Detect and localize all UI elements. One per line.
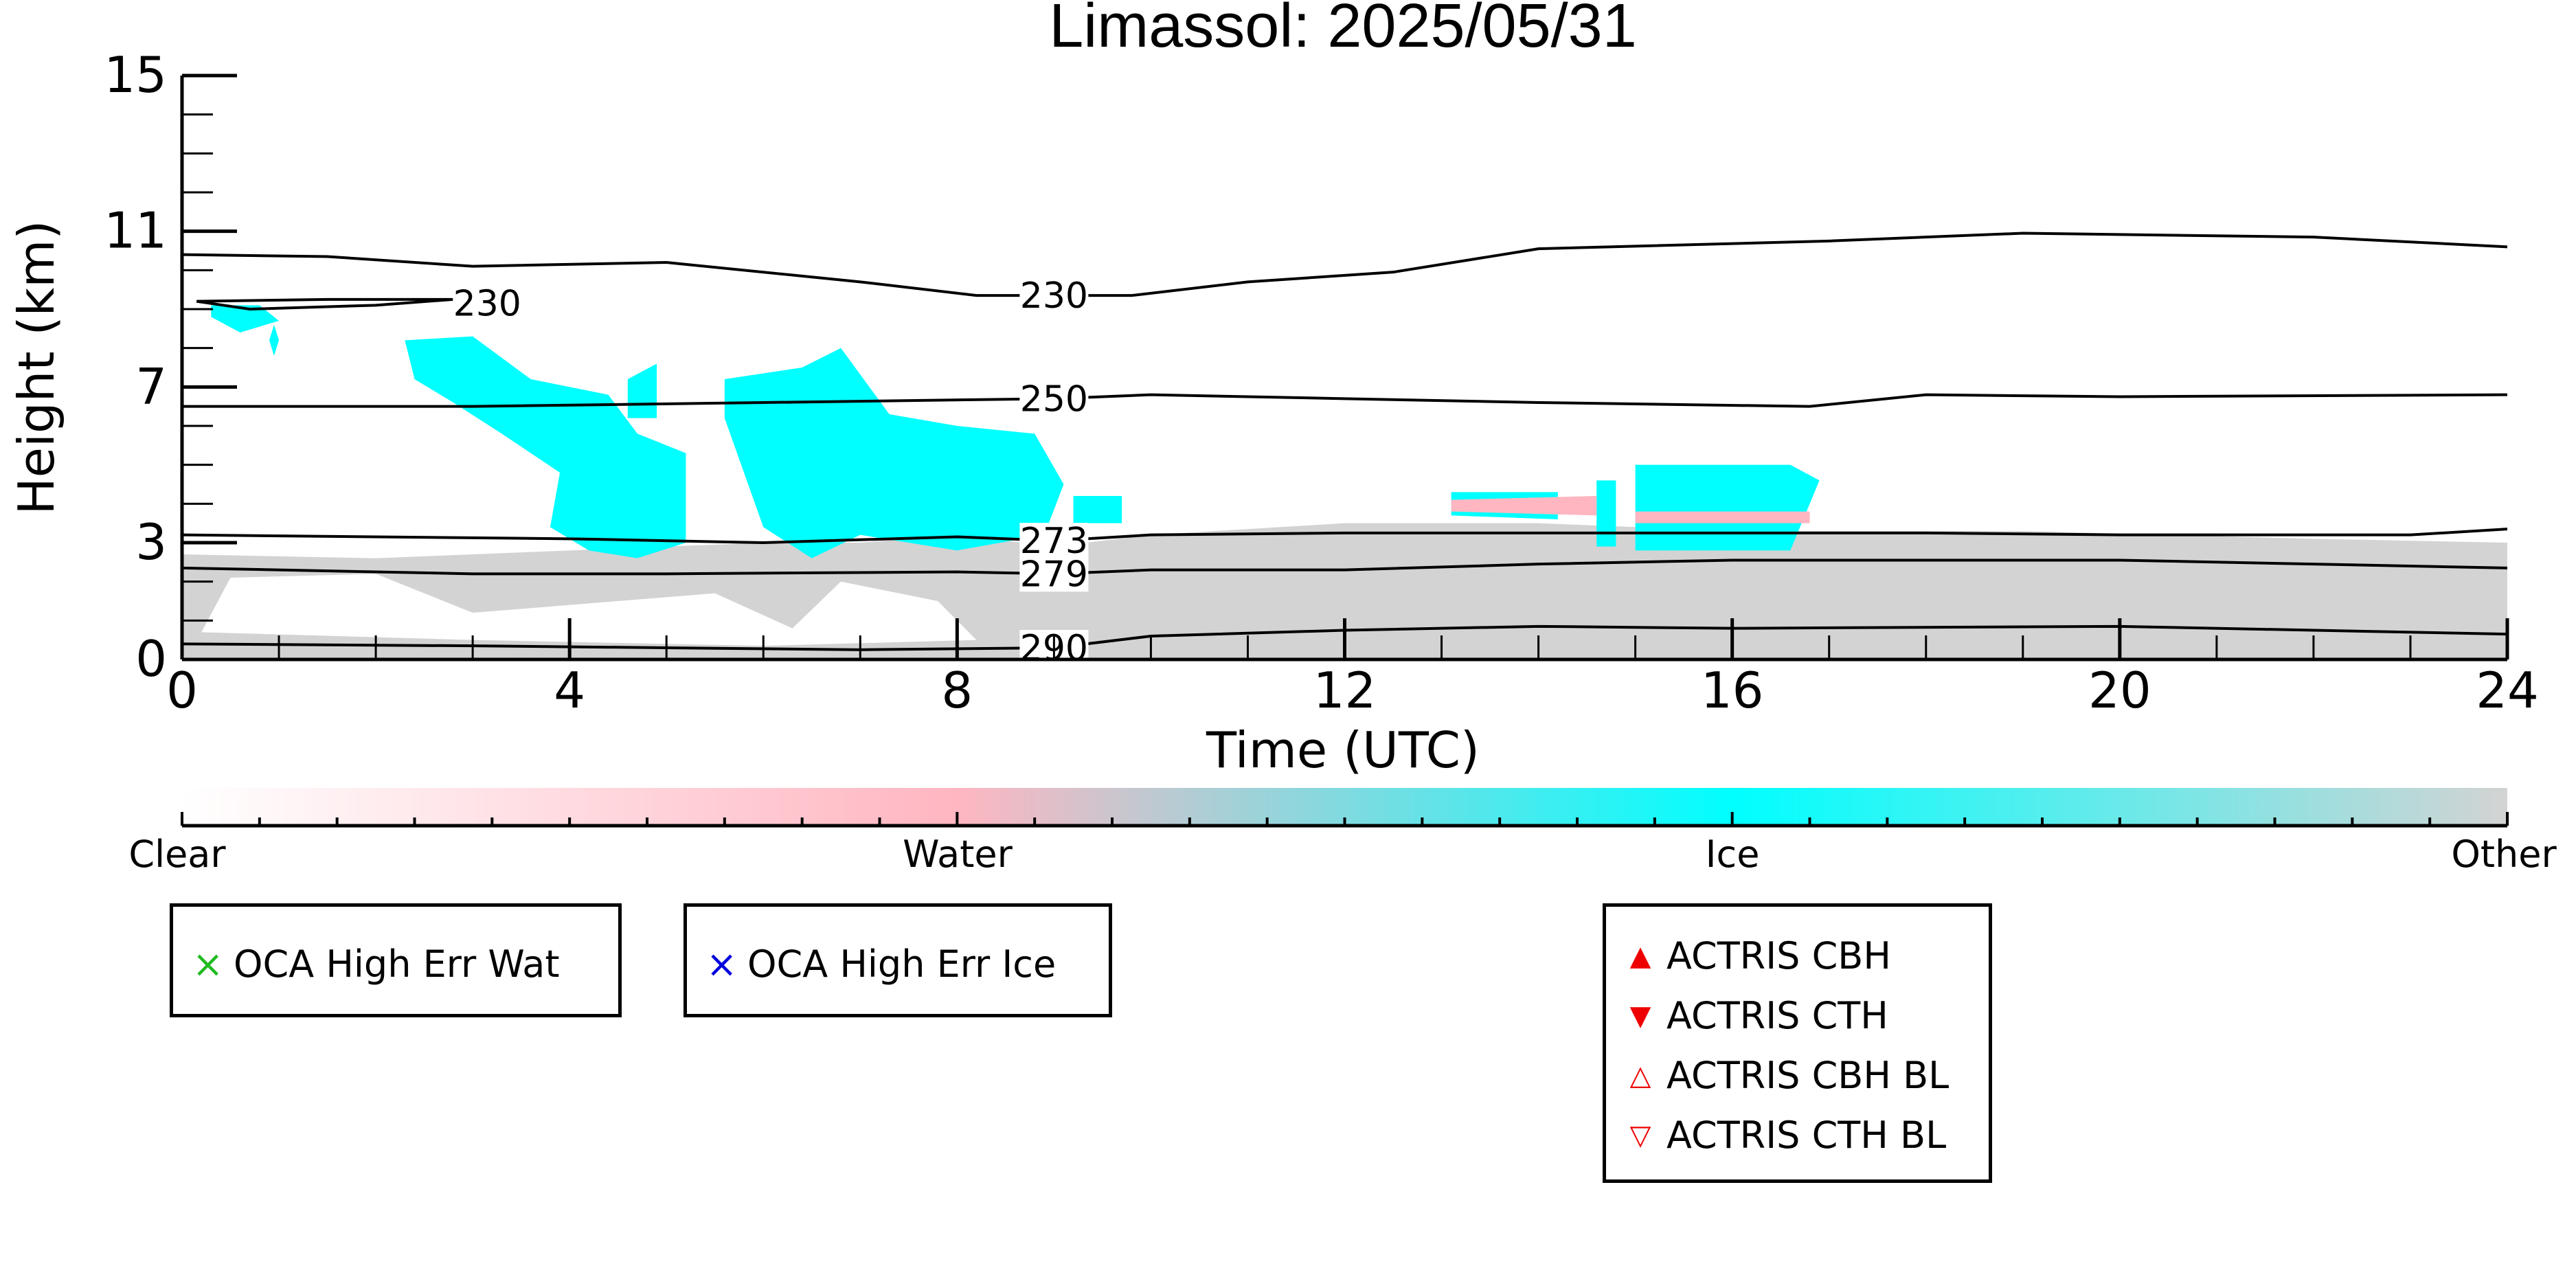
colorbar-ticks xyxy=(181,812,2509,828)
triangle-down-icon: ▼ xyxy=(1629,999,1651,1032)
region-ice-7 xyxy=(1073,496,1122,523)
y-tick-label: 11 xyxy=(104,202,167,260)
triangle-down-outline-icon: ▽ xyxy=(1629,1119,1651,1151)
region-clear-1 xyxy=(201,574,977,646)
y-tick-label: 15 xyxy=(104,46,167,104)
legend-row-oca-ice: × OCA High Err Ice xyxy=(706,942,1056,986)
legend-oca-water: × OCA High Err Wat xyxy=(170,903,622,1017)
legend-row-actris-cbh: ▲ ACTRIS CBH xyxy=(1625,934,1891,978)
classification-regions xyxy=(182,305,2507,659)
contour-230-line-0 xyxy=(182,231,2507,297)
region-ice-5 xyxy=(627,363,657,418)
colorbar-label-water: Water xyxy=(903,833,1013,876)
contour-label-bg xyxy=(1019,523,1089,559)
legend-row-actris-cbh-bl: △ ACTRIS CBH BL xyxy=(1625,1054,1950,1097)
plot-axes: 0 3 7 11 15 0 4 8 12 16 20 24 xyxy=(104,46,2538,719)
contour-label-250: 250 xyxy=(1020,379,1088,420)
legend-label: ACTRIS CBH xyxy=(1667,934,1891,978)
x-tick-label: 24 xyxy=(2476,662,2539,719)
legend-label: ACTRIS CTH BL xyxy=(1667,1114,1947,1157)
contour-label-279: 279 xyxy=(1020,554,1088,595)
contour-273-line-3 xyxy=(182,528,2507,545)
contour-230-line-1 xyxy=(196,297,454,311)
x-tick-label: 20 xyxy=(2088,662,2151,719)
contour-label-273: 273 xyxy=(1020,521,1088,562)
legend-row-actris-cth: ▼ ACTRIS CTH xyxy=(1625,994,1888,1037)
region-ice-2 xyxy=(211,305,280,332)
contour-250-line-2 xyxy=(182,393,2507,408)
x-axis-label: Time (UTC) xyxy=(1206,721,1480,779)
x-marker-icon: × xyxy=(706,942,738,986)
legend-label: ACTRIS CBH BL xyxy=(1667,1054,1950,1097)
x-tick-label: 4 xyxy=(554,662,585,719)
colorbar-label-ice: Ice xyxy=(1706,833,1760,876)
y-tick-label: 7 xyxy=(135,357,167,415)
region-ice-9 xyxy=(1596,480,1616,547)
x-marker-icon: × xyxy=(192,942,224,986)
contour-label-bg xyxy=(1019,278,1089,314)
x-tick-label: 0 xyxy=(166,662,198,719)
legend-row-actris-cth-bl: ▽ ACTRIS CTH BL xyxy=(1625,1114,1947,1157)
region-water-12 xyxy=(1635,511,1810,523)
legend-label: OCA High Err Wat xyxy=(234,942,560,986)
legend-oca-ice: × OCA High Err Ice xyxy=(683,903,1112,1017)
colorbar-label-clear: Clear xyxy=(128,833,226,876)
legend-actris: ▲ ACTRIS CBH ▼ ACTRIS CTH △ ACTRIS CBH B… xyxy=(1603,903,1992,1183)
region-ice-6 xyxy=(724,348,1064,558)
contour-label-bg xyxy=(453,285,522,321)
x-tick-label: 12 xyxy=(1313,662,1377,719)
region-ice-4 xyxy=(405,336,686,558)
triangle-up-outline-icon: △ xyxy=(1629,1059,1651,1092)
region-ice-10 xyxy=(1635,464,1820,551)
y-tick-label: 0 xyxy=(135,630,167,688)
legend-label: OCA High Err Ice xyxy=(747,942,1057,986)
legend-row-oca-water: × OCA High Err Wat xyxy=(192,942,560,986)
legend-label: ACTRIS CTH xyxy=(1667,994,1888,1037)
region-water-11 xyxy=(1451,496,1597,516)
contour-label-bg xyxy=(1019,381,1089,417)
triangle-up-icon: ▲ xyxy=(1629,940,1651,972)
contour-label-bg xyxy=(1019,556,1089,592)
y-tick-label: 3 xyxy=(135,513,167,571)
contour-label-230: 230 xyxy=(453,284,521,325)
x-tick-label: 16 xyxy=(1701,662,1764,719)
y-axis-label: Height (km) xyxy=(8,221,65,515)
region-ice-3 xyxy=(269,324,280,356)
chart-title: Limassol: 2025/05/31 xyxy=(1049,0,1637,60)
x-tick-label: 8 xyxy=(941,662,973,719)
colorbar-label-other: Other xyxy=(2451,833,2557,876)
contour-label-230: 230 xyxy=(1020,275,1088,317)
contour-279-line-4 xyxy=(182,558,2507,576)
